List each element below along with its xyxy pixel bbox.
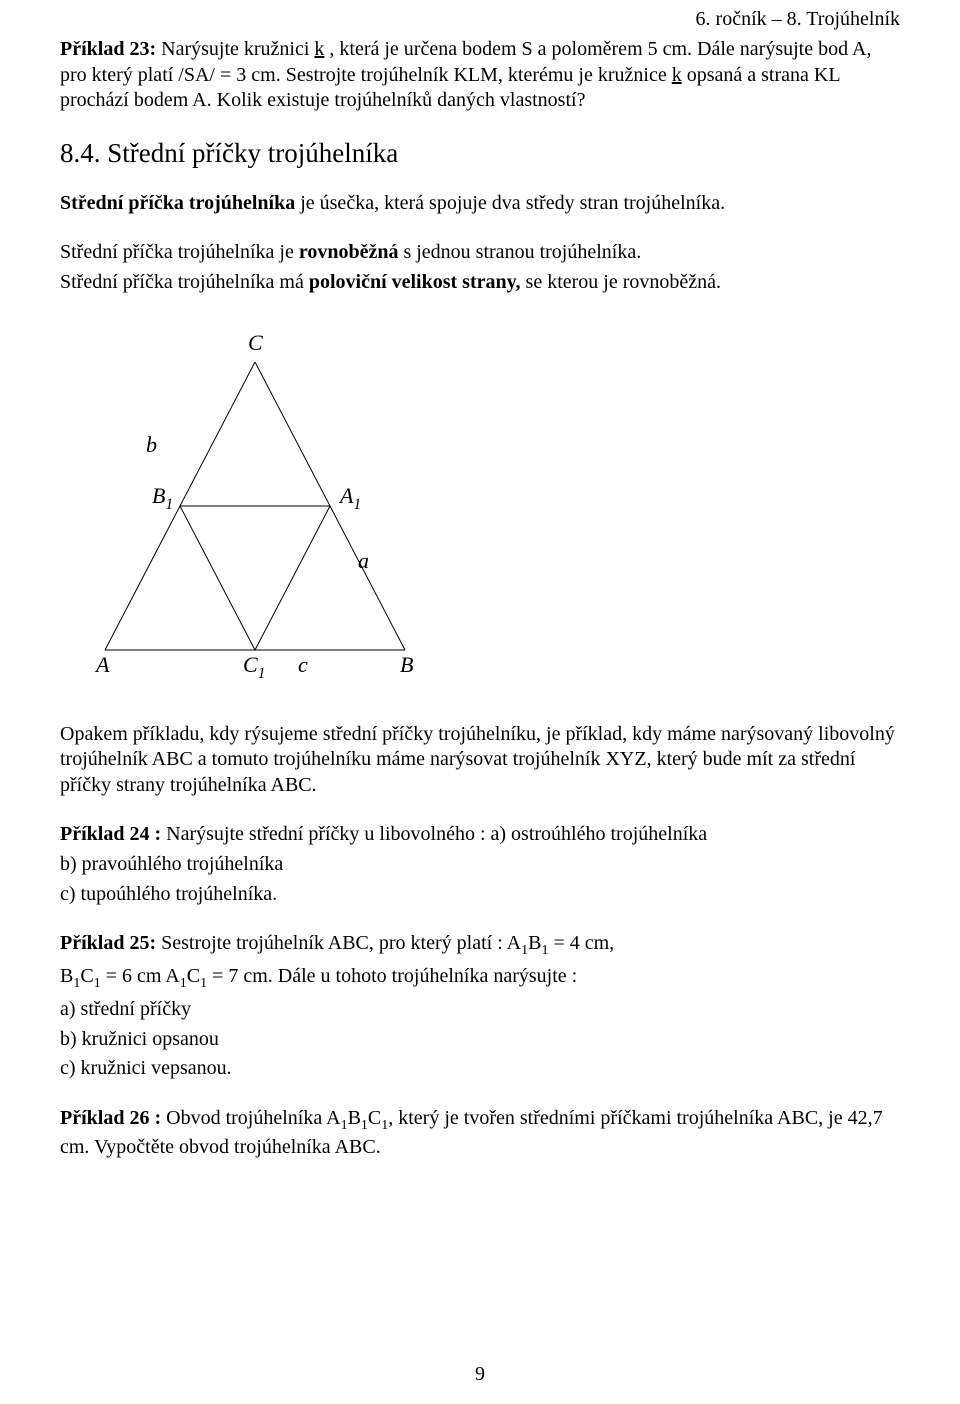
svg-text:B1: B1 <box>152 483 173 513</box>
svg-text:C: C <box>248 330 263 355</box>
properties: Střední příčka trojúhelníka je rovnoběžn… <box>60 240 900 295</box>
exercise-24-line2: b) pravoúhlého trojúhelníka <box>60 852 900 878</box>
exercise-25-line1: Příklad 25: Sestrojte trojúhelník ABC, p… <box>60 931 900 960</box>
opakem-paragraph: Opakem příkladu, kdy rýsujeme střední př… <box>60 722 900 799</box>
property-2: Střední příčka trojúhelníka má poloviční… <box>60 270 900 296</box>
exercise-24: Příklad 24 : Narýsujte střední příčky u … <box>60 822 900 907</box>
exercise-24-line3: c) tupoúhlého trojúhelníka. <box>60 882 900 908</box>
triangle-svg: A B C A1 B1 C1 a b c <box>60 320 450 690</box>
svg-text:A1: A1 <box>338 483 361 513</box>
opakem-text: Opakem příkladu, kdy rýsujeme střední př… <box>60 722 900 799</box>
svg-text:a: a <box>358 548 369 573</box>
exercise-25: Příklad 25: Sestrojte trojúhelník ABC, p… <box>60 931 900 1082</box>
document-page: 6. ročník – 8. Trojúhelník Příklad 23: N… <box>0 0 960 1404</box>
exercise-26: Příklad 26 : Obvod trojúhelníka A1B1C1, … <box>60 1106 900 1161</box>
exercise-25-c: c) kružnici vepsanou. <box>60 1056 900 1082</box>
exercise-25-a: a) střední příčky <box>60 997 900 1023</box>
header-chapter: 6. ročník – 8. Trojúhelník <box>60 8 900 31</box>
exercise-23-text: Příklad 23: Narýsujte kružnici k , která… <box>60 37 900 114</box>
exercise-25-b: b) kružnici opsanou <box>60 1027 900 1053</box>
triangle-diagram: A B C A1 B1 C1 a b c <box>60 320 900 690</box>
exercise-26-text: Příklad 26 : Obvod trojúhelníka A1B1C1, … <box>60 1106 900 1161</box>
svg-text:b: b <box>146 432 157 457</box>
exercise-23-label: Příklad 23: <box>60 38 156 60</box>
exercise-25-line2: B1C1 = 6 cm A1C1 = 7 cm. Dále u tohoto t… <box>60 964 900 993</box>
exercise-23: Příklad 23: Narýsujte kružnici k , která… <box>60 37 900 114</box>
page-number: 9 <box>0 1363 960 1386</box>
property-1: Střední příčka trojúhelníka je rovnoběžn… <box>60 240 900 266</box>
svg-text:C1: C1 <box>243 652 265 682</box>
svg-text:A: A <box>94 652 110 677</box>
exercise-24-line1: Příklad 24 : Narýsujte střední příčky u … <box>60 822 900 848</box>
svg-text:B: B <box>400 652 413 677</box>
section-heading: 8.4. Střední příčky trojúhelníka <box>60 138 900 169</box>
definition: Střední příčka trojúhelníka je úsečka, k… <box>60 191 900 217</box>
definition-text: Střední příčka trojúhelníka je úsečka, k… <box>60 191 900 217</box>
svg-text:c: c <box>298 652 308 677</box>
